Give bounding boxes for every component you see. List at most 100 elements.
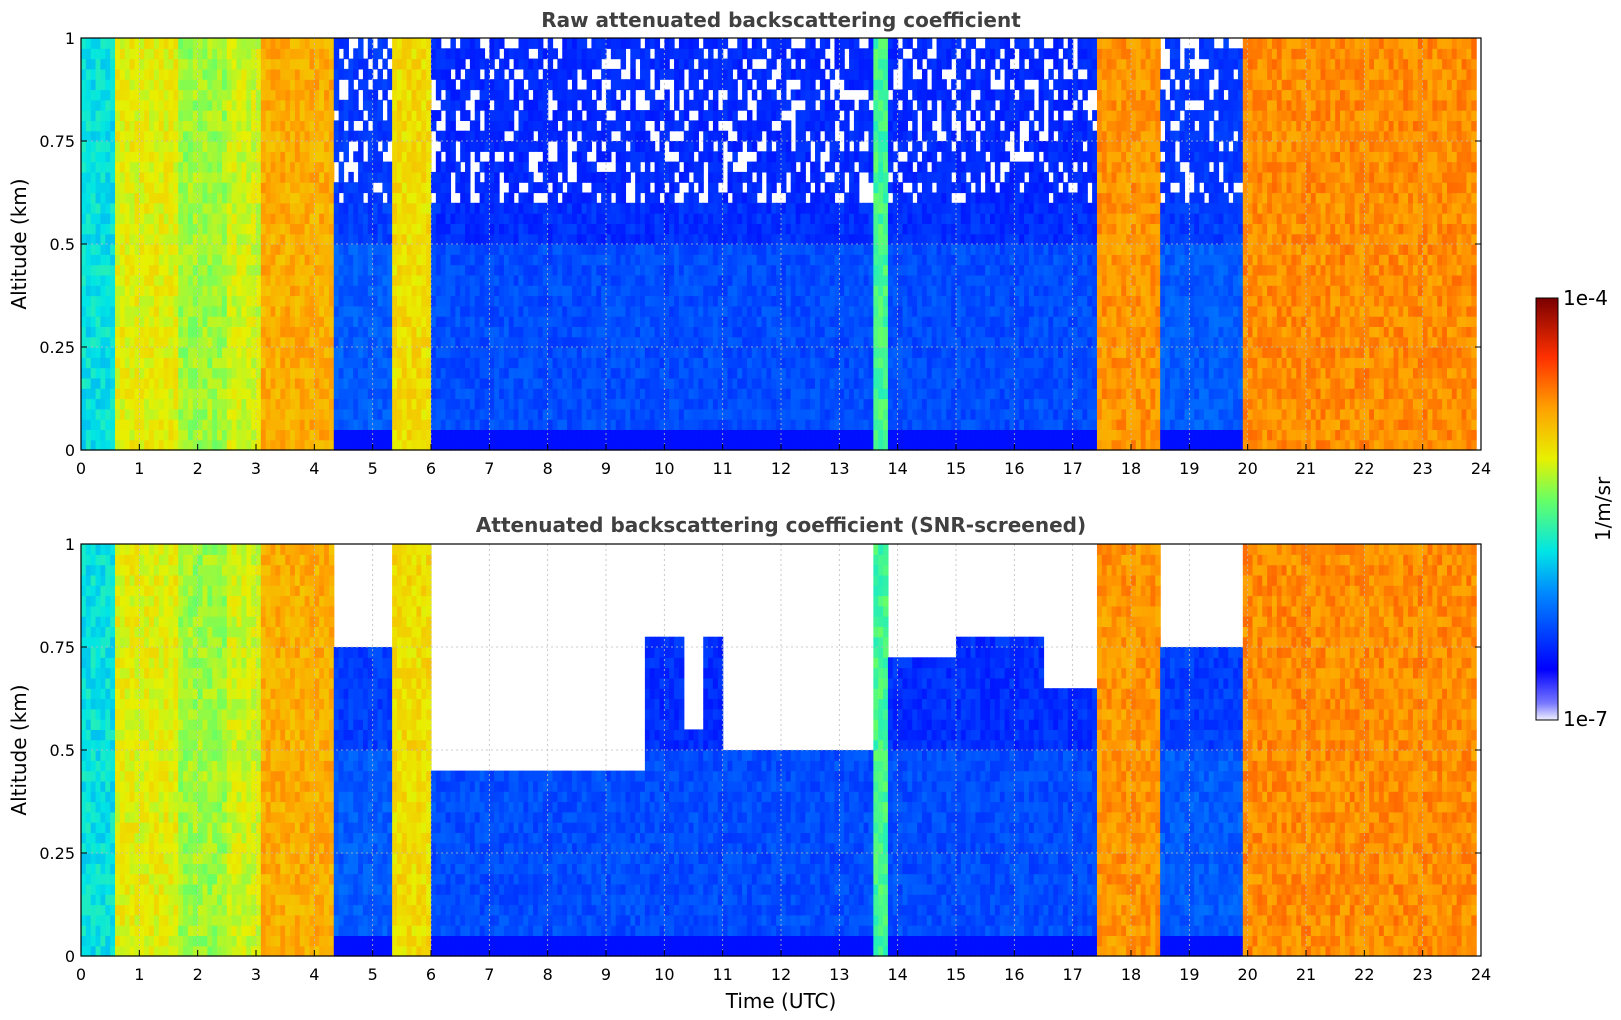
- heatmap-cell: [232, 120, 237, 131]
- heatmap-cell: [348, 131, 353, 142]
- heatmap-cell: [669, 213, 674, 224]
- heatmap-cell: [373, 90, 378, 101]
- heatmap-cell: [319, 409, 324, 420]
- heatmap-cell: [504, 213, 509, 224]
- heatmap-cell: [441, 440, 446, 451]
- heatmap-cell: [450, 162, 455, 173]
- heatmap-cell: [334, 141, 339, 152]
- heatmap-cell: [314, 141, 319, 152]
- heatmap-cell: [412, 419, 417, 430]
- heatmap-cell: [494, 429, 499, 440]
- heatmap-cell: [86, 234, 91, 245]
- heatmap-cell: [494, 378, 499, 389]
- heatmap-cell: [212, 234, 217, 245]
- heatmap-cell: [159, 254, 164, 265]
- heatmap-cell: [397, 223, 402, 234]
- heatmap-cell: [329, 172, 334, 183]
- heatmap-cell: [81, 378, 86, 389]
- heatmap-cell: [91, 244, 96, 255]
- heatmap-cell: [261, 399, 266, 410]
- heatmap-cell: [217, 59, 222, 70]
- heatmap-cell: [178, 182, 183, 193]
- heatmap-cell: [314, 131, 319, 142]
- heatmap-cell: [261, 193, 266, 204]
- heatmap-cell: [212, 409, 217, 420]
- heatmap-cell: [256, 131, 261, 142]
- heatmap-cell: [416, 244, 421, 255]
- heatmap-cell: [130, 182, 135, 193]
- heatmap-cell: [207, 399, 212, 410]
- heatmap-cell: [664, 131, 669, 142]
- heatmap-cell: [139, 275, 144, 286]
- heatmap-cell: [533, 90, 538, 101]
- heatmap-cell: [475, 38, 480, 49]
- heatmap-cell: [596, 265, 601, 276]
- heatmap-cell: [494, 79, 499, 90]
- heatmap-cell: [441, 368, 446, 379]
- heatmap-cell: [543, 151, 548, 162]
- heatmap-cell: [625, 368, 630, 379]
- heatmap-cell: [125, 357, 130, 368]
- heatmap-cell: [198, 69, 203, 80]
- heatmap-cell: [562, 347, 567, 358]
- heatmap-cell: [120, 182, 125, 193]
- heatmap-cell: [494, 141, 499, 152]
- heatmap-cell: [480, 213, 485, 224]
- heatmap-cell: [509, 172, 514, 183]
- heatmap-cell: [708, 69, 713, 80]
- heatmap-cell: [402, 141, 407, 152]
- heatmap-cell: [324, 213, 329, 224]
- heatmap-cell: [397, 254, 402, 265]
- heatmap-cell: [227, 409, 232, 420]
- heatmap-cell: [635, 316, 640, 327]
- heatmap-cell: [416, 79, 421, 90]
- heatmap-cell: [679, 409, 684, 420]
- heatmap-cell: [100, 244, 105, 255]
- heatmap-cell: [509, 69, 514, 80]
- heatmap-cell: [241, 347, 246, 358]
- heatmap-cell: [450, 265, 455, 276]
- heatmap-cell: [630, 162, 635, 173]
- heatmap-cell: [611, 48, 616, 59]
- heatmap-cell: [144, 285, 149, 296]
- heatmap-cell: [455, 368, 460, 379]
- heatmap-cell: [460, 337, 465, 348]
- heatmap-cell: [645, 357, 650, 368]
- heatmap-cell: [237, 399, 242, 410]
- heatmap-cell: [694, 378, 699, 389]
- heatmap-cell: [519, 368, 524, 379]
- heatmap-cell: [494, 182, 499, 193]
- heatmap-cell: [110, 100, 115, 111]
- heatmap-cell: [295, 120, 300, 131]
- heatmap-cell: [149, 244, 154, 255]
- heatmap-cell: [519, 172, 524, 183]
- heatmap-cell: [455, 419, 460, 430]
- heatmap-cell: [470, 203, 475, 214]
- heatmap-cell: [368, 151, 373, 162]
- heatmap-cell: [314, 162, 319, 173]
- heatmap-cell: [363, 316, 368, 327]
- heatmap-cell: [139, 296, 144, 307]
- heatmap-cell: [183, 131, 188, 142]
- heatmap-cell: [100, 326, 105, 337]
- heatmap-cell: [159, 162, 164, 173]
- heatmap-cell: [494, 38, 499, 49]
- heatmap-cell: [344, 223, 349, 234]
- heatmap-cell: [212, 440, 217, 451]
- heatmap-cell: [358, 172, 363, 183]
- heatmap-cell: [412, 193, 417, 204]
- heatmap-cell: [207, 172, 212, 183]
- heatmap-cell: [149, 48, 154, 59]
- heatmap-cell: [509, 110, 514, 121]
- heatmap-cell: [222, 120, 227, 131]
- heatmap-cell: [630, 285, 635, 296]
- heatmap-cell: [110, 399, 115, 410]
- heatmap-cell: [305, 399, 310, 410]
- heatmap-cell: [421, 368, 426, 379]
- heatmap-cell: [159, 69, 164, 80]
- heatmap-cell: [198, 296, 203, 307]
- heatmap-cell: [723, 203, 728, 214]
- heatmap-cell: [475, 296, 480, 307]
- heatmap-cell: [402, 265, 407, 276]
- heatmap-cell: [635, 110, 640, 121]
